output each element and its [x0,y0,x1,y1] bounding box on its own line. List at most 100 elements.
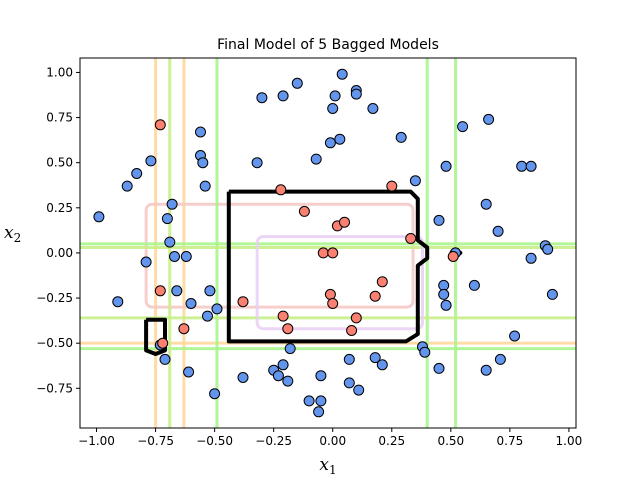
point-class-1-3 [178,323,190,335]
point-class-0-22 [209,388,221,400]
model-4-boundary [255,235,424,331]
plot-frame [79,57,577,429]
point-class-0-0 [93,211,105,223]
point-class-0-47 [350,88,362,100]
x-tick-label-1: −0.75 [137,434,174,448]
point-class-0-69 [494,353,506,365]
point-class-0-63 [457,121,469,133]
point-class-0-57 [433,362,445,374]
point-class-0-3 [131,168,143,179]
y-tick-label-7: −0.75 [36,381,73,395]
point-class-0-2 [121,180,133,192]
y-tick-label-3: 0.25 [46,201,73,215]
x-tick-label-8: 1.00 [556,434,583,448]
point-class-0-43 [336,68,348,80]
point-class-0-51 [376,359,388,371]
point-class-0-13 [180,251,192,262]
point-class-0-56 [433,214,445,226]
point-class-1-8 [298,205,310,217]
point-class-0-29 [277,359,289,371]
y-tick-label-5: −0.25 [36,291,73,305]
point-class-0-19 [199,180,211,192]
point-class-1-9 [317,247,329,259]
point-class-0-49 [367,103,379,114]
point-class-0-59 [438,288,450,300]
y-tick-label-6: −0.50 [36,336,73,350]
point-class-0-73 [525,252,537,264]
point-class-0-36 [313,406,325,418]
point-class-1-17 [369,290,381,302]
point-class-0-66 [483,113,495,125]
point-class-0-37 [315,370,327,382]
point-class-0-68 [492,225,504,237]
point-class-1-1 [154,285,166,297]
x-axis-label-sub: 1 [329,463,337,477]
y-axis-ticks: 1.00 0.75 0.50 0.25 0.00 −0.25 −0.50 −0.75 [36,65,80,395]
x-tick-label-2: −0.50 [196,434,233,448]
point-class-0-48 [353,384,365,396]
y-tick-label-4: 0.00 [46,246,73,260]
point-class-0-12 [171,285,183,297]
point-class-0-25 [251,157,263,169]
point-class-1-4 [237,296,249,308]
point-class-0-31 [282,375,294,387]
scatter-points-layer [93,68,558,418]
point-class-0-39 [324,137,336,149]
point-class-0-8 [161,213,173,225]
x-axis-label: x1 [319,455,336,477]
point-class-0-45 [343,377,355,389]
point-class-0-20 [202,310,213,322]
point-class-0-21 [204,285,216,297]
point-class-0-40 [327,103,339,114]
chart-title: Final Model of 5 Bagged Models [217,37,439,53]
point-class-0-42 [334,133,346,145]
x-tick-label-0: −1.00 [78,434,115,448]
x-tick-label-7: 0.75 [497,434,524,448]
point-class-0-23 [211,303,223,315]
point-class-0-15 [185,298,197,309]
point-class-0-9 [164,236,176,248]
y-axis-label: x2 [4,223,21,245]
point-class-0-61 [440,299,452,311]
point-class-0-32 [284,343,296,355]
point-class-1-7 [282,323,294,335]
point-class-0-16 [195,126,206,138]
point-class-0-26 [256,92,268,104]
x-tick-label-6: 0.50 [437,434,464,448]
point-class-0-72 [525,160,537,172]
point-class-1-11 [324,288,336,300]
x-tick-label-5: 0.25 [378,434,405,448]
point-class-0-65 [480,198,492,210]
point-class-0-67 [480,364,492,376]
point-class-1-14 [339,216,350,228]
point-class-1-12 [327,298,339,309]
point-class-0-10 [166,198,178,210]
point-class-0-38 [315,395,327,407]
y-axis-label-sub: 2 [14,231,22,245]
model-1-boundary [144,202,415,309]
point-class-0-11 [169,251,180,262]
point-class-1-16 [350,312,362,324]
point-class-1-18 [376,276,388,288]
point-class-0-70 [509,330,521,342]
point-class-0-71 [516,160,528,172]
point-class-0-14 [183,366,195,378]
point-class-1-21 [447,251,459,262]
point-class-0-55 [419,346,431,358]
point-class-1-5 [275,184,287,196]
point-class-0-64 [468,279,480,291]
point-class-0-53 [409,175,421,187]
point-class-1-15 [346,325,358,336]
point-class-1-19 [386,180,398,192]
point-class-0-4 [140,256,152,268]
point-class-0-7 [159,353,171,365]
point-class-0-50 [369,352,381,364]
point-class-0-41 [329,90,341,102]
point-class-1-0 [154,119,166,131]
point-class-0-28 [272,370,284,382]
point-class-0-1 [112,296,124,308]
x-axis-ticks: −1.00 −0.75 −0.50 −0.25 0.00 0.25 0.50 0.75 1.00 [78,428,582,448]
y-tick-label-1: 0.75 [46,111,73,125]
point-class-0-24 [237,372,249,383]
